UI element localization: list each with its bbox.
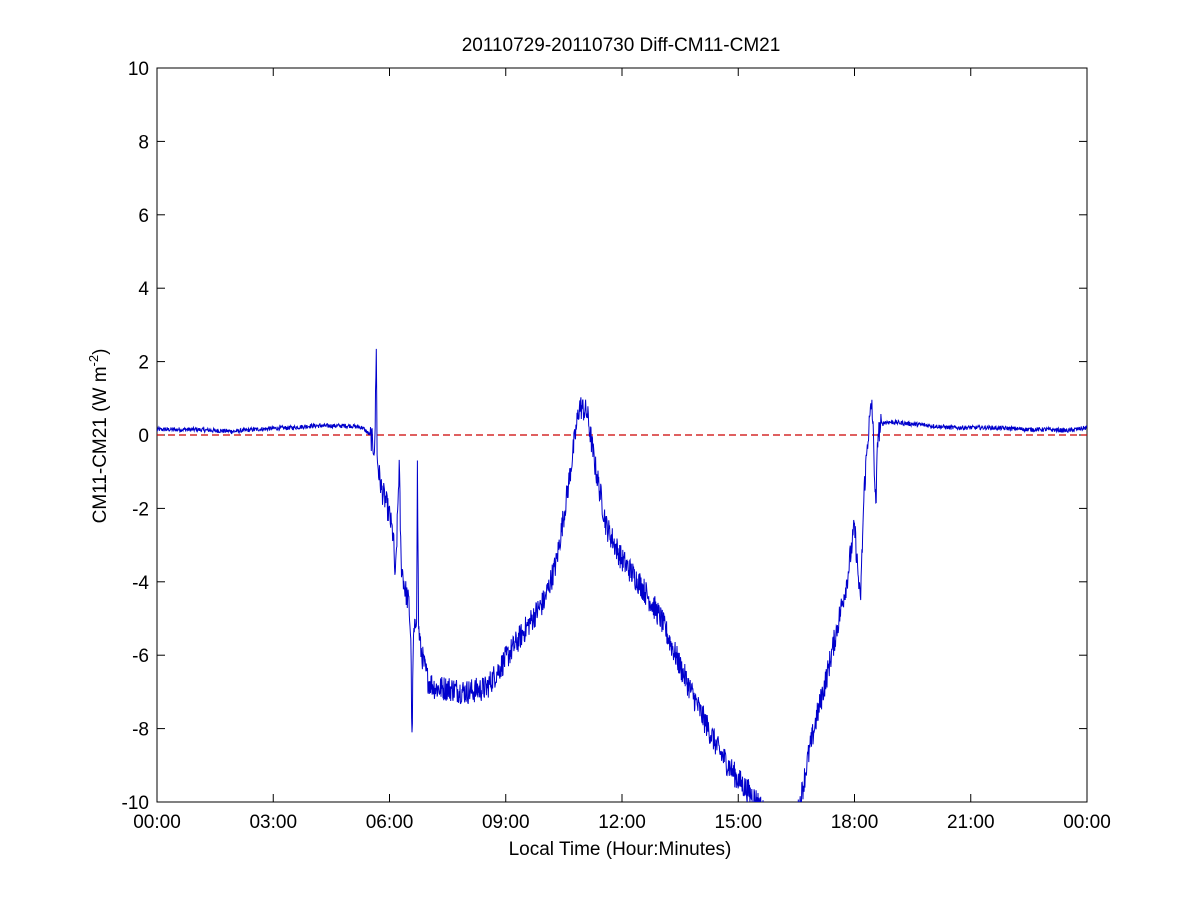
y-tick-label: 6 [138,206,149,227]
series-group [157,348,1087,802]
y-tick-label: 8 [138,132,149,153]
y-tick-label: -6 [132,646,149,667]
x-tick-label: 00:00 [133,812,181,833]
x-tick-label: 15:00 [714,812,762,833]
y-axis-label-main: CM11-CM21 (W m [90,366,111,523]
series-line [157,348,1087,802]
y-tick-label: 0 [138,426,149,447]
x-tick-label: 09:00 [482,812,530,833]
y-axis-label: CM11-CM21 (W m-2) [86,349,111,524]
x-tick-label: 21:00 [947,812,995,833]
y-tick-label: -10 [122,793,149,814]
y-tick-label: 2 [138,353,149,374]
x-tick-label: 00:00 [1063,812,1111,833]
x-tick-label: 12:00 [598,812,646,833]
y-tick-label: 4 [138,279,149,300]
x-tick-label: 06:00 [366,812,414,833]
y-axis-label-superscript: -2 [86,355,101,367]
y-tick-label: -8 [132,720,149,741]
y-tick-label: -4 [132,573,149,594]
chart-title: 20110729-20110730 Diff-CM11-CM21 [462,35,781,56]
x-tick-label: 18:00 [831,812,879,833]
y-axis-label-close: ) [90,349,111,355]
x-axis-ticks: 00:00 03:00 06:00 09:00 12:00 15:00 18:00 21:00… [133,68,1111,833]
x-tick-label: 03:00 [249,812,297,833]
y-tick-label: -2 [132,499,149,520]
y-tick-label: 10 [128,59,149,80]
x-axis-label: Local Time (Hour:Minutes) [509,839,732,860]
y-axis-ticks: 10 8 6 4 2 0 -2 -4 -6 -8 -10 [122,59,1087,814]
